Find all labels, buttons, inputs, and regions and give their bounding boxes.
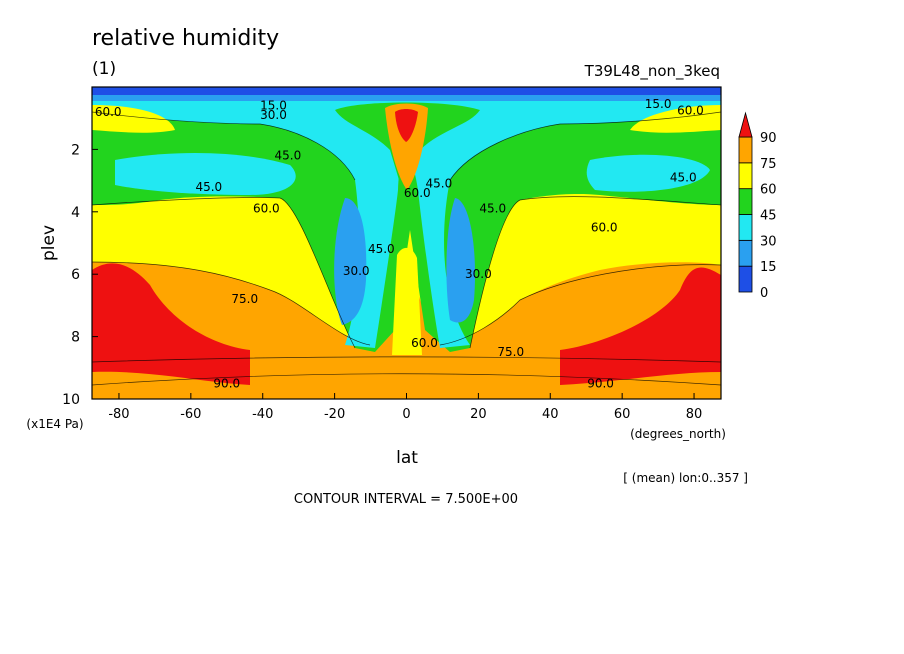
contour-label: 75.0 [497,345,524,359]
colorbar-overflow-triangle [738,111,753,138]
contour-label: 60.0 [591,220,618,234]
colorbar-label: 0 [760,286,768,301]
x-tick-label: 60 [614,407,631,422]
contour-label: 45.0 [195,180,222,194]
y-tick-label: 10 [62,392,80,408]
x-tick-label: -40 [252,407,273,422]
x-tick-label: 20 [470,407,487,422]
color-bar: 0 15 30 45 60 75 90 [738,111,777,301]
contour-label: 75.0 [231,292,258,306]
x-axis-title: lat [396,448,418,468]
colorbar-label: 75 [760,157,777,172]
chart-title: relative humidity [92,26,279,51]
colorbar-label: 15 [760,260,777,275]
colorbar-cell [738,188,753,215]
x-axis-units: (degrees_north) [630,427,726,441]
colorbar-label: 30 [760,234,777,249]
contour-label: 30.0 [343,264,370,278]
contour-label: 30.0 [465,267,492,281]
colorbar-label: 45 [760,209,777,224]
x-tick-label: 80 [686,407,703,422]
colorbar-cell [738,239,753,267]
colorbar-cell [738,162,753,190]
contour-labels: 60.0 15.030.045.045.060.075.030.045.090.0… [95,97,704,390]
panel-label: (1) [92,59,116,79]
contour-label: 45.0 [670,170,697,184]
contour-label: 45.0 [368,242,395,256]
colorbar-cell [738,136,753,164]
contour-label: 60.0 [253,202,280,216]
contour-label: 60.0 [95,105,122,119]
colorbar-label: 90 [760,131,777,146]
y-tick-label: 6 [71,267,80,283]
x-tick-label: -80 [108,407,129,422]
contour-label: 90.0 [213,376,240,390]
y-axis-title: plev [39,225,59,261]
plot-area [92,87,721,399]
contour-label: 90.0 [587,376,614,390]
x-tick-label: 40 [542,407,559,422]
contour-label: 30.0 [260,108,287,122]
contour-label: 45.0 [275,149,302,163]
x-axis-ticks: -80 -60 -40 -20 0 20 40 60 80 [108,393,702,422]
colorbar-label: 60 [760,183,777,198]
x-tick-label: 0 [402,407,410,422]
run-label: T39L48_non_3keq [584,62,720,81]
contour-label: 15.0 [645,97,672,111]
contour-label: 60.0 [677,103,704,117]
x-tick-label: -60 [180,407,201,422]
contour-label: 60.0 [404,186,431,200]
colorbar-cell [738,265,753,293]
contour-label: 45.0 [479,202,506,216]
x-tick-label: -20 [324,407,345,422]
y-tick-label: 2 [71,142,80,158]
y-tick-label: 8 [71,330,80,346]
contour-label: 60.0 [411,336,438,350]
y-axis-units: (x1E4 Pa) [26,417,83,431]
mean-note: [ (mean) lon:0..357 ] [623,471,748,485]
contour-label: 45.0 [425,177,452,191]
contour-label: 15.0 [260,99,287,113]
y-tick-label: 4 [71,205,80,221]
colorbar-cell [738,214,753,241]
contour-interval-label: CONTOUR INTERVAL = 7.500E+00 [294,492,518,507]
y-axis-ticks: 2 4 6 8 10 [62,142,98,408]
